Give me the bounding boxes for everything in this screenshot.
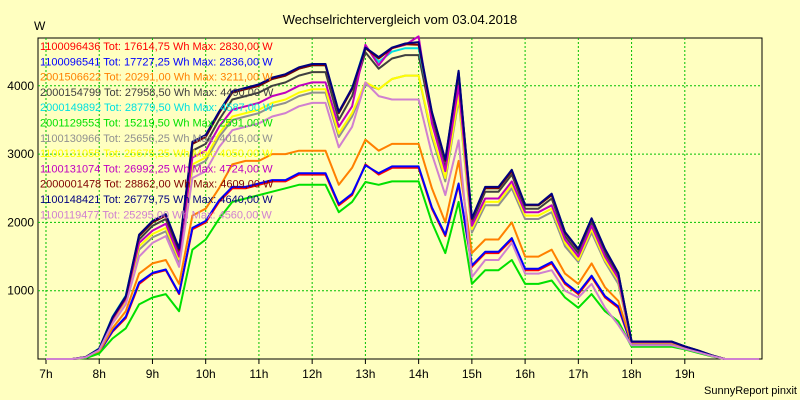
x-tick-label: 10h [196, 367, 216, 381]
y-tick-label: 2000 [7, 215, 34, 229]
legend-entry-1: 1100096436 Tot: 17614,75 Wh Max: 2830,00… [40, 41, 273, 53]
y-axis-label: W [34, 19, 46, 33]
footer-text: SunnyReport pinxit [704, 385, 797, 397]
x-tick-label: 14h [409, 367, 429, 381]
legend-entry-4: 2000154799 Tot: 27958,50 Wh Max: 4490,00… [40, 87, 274, 99]
legend-entry-6: 2001129553 Tot: 15219,50 Wh Max: 2591,00… [40, 118, 273, 130]
x-tick-label: 8h [93, 367, 106, 381]
x-tick-label: 12h [302, 367, 322, 381]
legend-entry-2: 1100096541 Tot: 17727,25 Wh Max: 2836,00… [40, 56, 273, 68]
y-tick-label: 1000 [7, 284, 34, 298]
legend-entry-10: 2000001478 Tot: 28862,00 Wh Max: 4609,00… [40, 179, 274, 191]
legend-entry-7: 1100130966 Tot: 25656,25 Wh Max: 4016,00… [40, 133, 273, 145]
plot-frame [37, 37, 763, 360]
legend-entry-11: 1100148421 Tot: 26779,75 Wh Max: 4640,00… [40, 194, 273, 206]
x-tick-label: 9h [146, 367, 159, 381]
x-tick-label: 19h [675, 367, 695, 381]
x-tick-label: 11h [249, 367, 268, 381]
series-line-12 [46, 81, 760, 360]
legend-entry-9: 1100131074 Tot: 26992,25 Wh Max: 4724,00… [40, 163, 273, 175]
x-tick-label: 7h [39, 367, 52, 381]
legend-entry-3: 2001506622 Tot: 20291,00 Wh Max: 3211,00… [40, 72, 273, 84]
x-tick-label: 18h [622, 367, 642, 381]
y-tick-label: 3000 [7, 147, 34, 161]
y-tick-label: 4000 [7, 79, 34, 93]
series-line-11 [46, 41, 760, 360]
x-tick-label: 15h [462, 367, 482, 381]
series-line-6 [46, 180, 760, 360]
legend-entry-8: 1100131055 Tot: 25675,25 Wh Max: 4050,00… [40, 148, 273, 160]
legend-entry-5: 2000149892 Tot: 28779,50 Wh Max: 4587,00… [40, 102, 274, 114]
legend-entry-12: 1100119477 Tot: 25295,00 Wh Max: 4560,00… [40, 209, 272, 221]
x-tick-label: 17h [568, 367, 588, 381]
chart-title: Wechselrichtervergleich vom 03.04.2018 [283, 12, 518, 27]
plot-area: 7h 8h 9h 10h 11h 12h 13h 14h 15h 16h 17h 18h 19h 1000… [7, 35, 763, 381]
x-tick-label: 16h [515, 367, 535, 381]
x-tick-label: 13h [355, 367, 375, 381]
